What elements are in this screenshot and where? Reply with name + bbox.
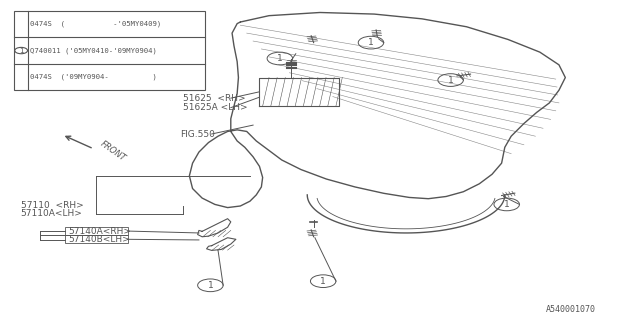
Text: 1: 1	[448, 76, 454, 84]
Text: 1: 1	[368, 38, 374, 47]
Text: 1: 1	[504, 200, 509, 209]
Text: 0474S  (           -'05MY0409): 0474S ( -'05MY0409)	[30, 21, 161, 28]
Bar	[65, 227, 127, 235]
Text: 1: 1	[207, 281, 213, 290]
Bar	[65, 236, 127, 244]
Text: 51625A <LH>: 51625A <LH>	[183, 103, 248, 112]
Bar	[14, 11, 205, 90]
Text: 1: 1	[277, 54, 283, 63]
Text: 1: 1	[320, 277, 326, 286]
Text: 57110  <RH>: 57110 <RH>	[20, 202, 83, 211]
Text: 57110A<LH>: 57110A<LH>	[20, 209, 83, 219]
Text: 57140B<LH>: 57140B<LH>	[68, 236, 130, 244]
Text: A540001070: A540001070	[546, 305, 596, 314]
Text: FIG.550: FIG.550	[180, 130, 214, 139]
Text: 0474S  ('09MY0904-          ): 0474S ('09MY0904- )	[30, 74, 157, 80]
Text: 57140A<RH>: 57140A<RH>	[68, 227, 131, 236]
Text: 51625  <RH>: 51625 <RH>	[183, 94, 246, 103]
Text: FRONT: FRONT	[99, 139, 127, 163]
Text: Q740011 ('05MY0410-'09MY0904): Q740011 ('05MY0410-'09MY0904)	[30, 47, 157, 54]
Text: 1: 1	[19, 48, 24, 53]
